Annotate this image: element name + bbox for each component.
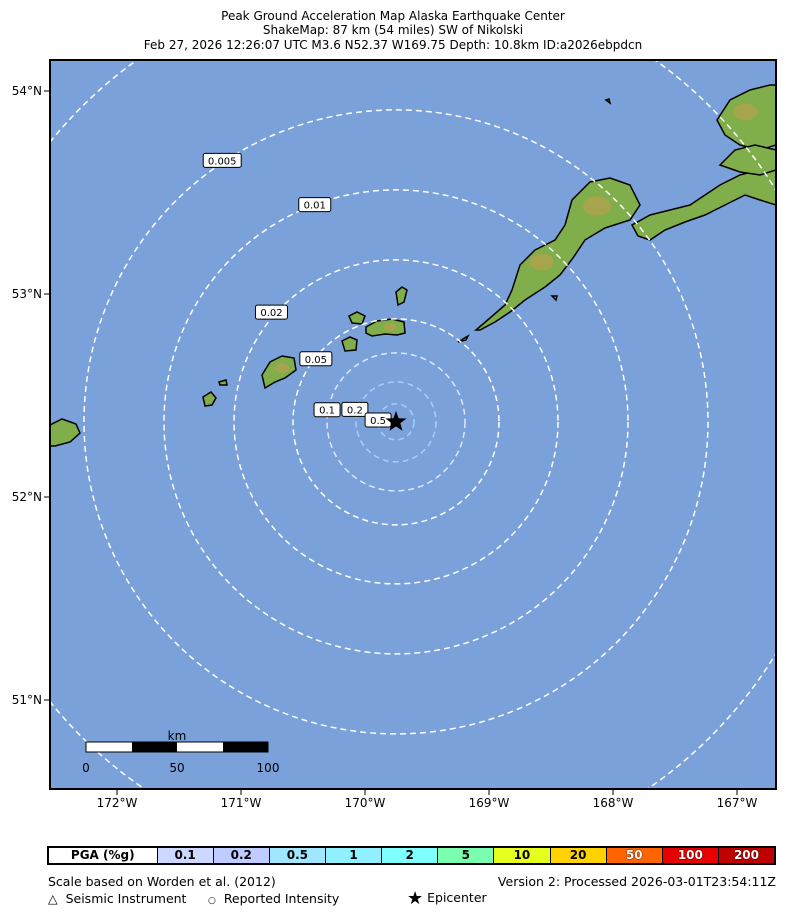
lon-tick-label: 168°W: [593, 796, 634, 810]
legend-bin: 10: [493, 848, 550, 863]
scale-bar: km 0 50 100: [82, 729, 279, 775]
legend-bin: 20: [549, 848, 606, 863]
contour-6: [83, 109, 709, 735]
legend-bin: 200: [717, 848, 775, 863]
legend-epicenter: ★ Epicenter: [407, 888, 487, 909]
lat-tick-label: 51°N: [12, 693, 42, 707]
lon-tick-label: 167°W: [717, 796, 758, 810]
svg-text:0.1: 0.1: [319, 406, 335, 417]
contour-label: 0.05: [299, 351, 333, 367]
axis-ticks: 172°W 171°W 170°W 169°W 168°W 167°W 54°N 53°N 52…: [12, 84, 758, 810]
scale-label-50: 50: [169, 761, 184, 775]
map-subtitle: ShakeMap: 87 km (54 miles) SW of Nikolsk…: [262, 23, 524, 37]
svg-text:0.05: 0.05: [305, 355, 327, 366]
star-icon: ★: [407, 888, 424, 909]
contour-label: 0.02: [254, 304, 288, 320]
scale-label-100: 100: [257, 761, 280, 775]
triangle-icon: △: [48, 891, 58, 906]
land-11: [630, 164, 776, 241]
scale-unit: km: [168, 729, 187, 743]
legend-header: PGA (%g): [49, 848, 157, 863]
contour-3: [292, 318, 500, 526]
contour-4: [233, 259, 559, 585]
svg-text:0.02: 0.02: [260, 308, 282, 319]
contour-label: 0.005: [202, 152, 242, 168]
map-title: Peak Ground Acceleration Map Alaska Eart…: [221, 9, 565, 23]
epicenter-star-icon: [385, 410, 407, 431]
land-14: [604, 98, 612, 105]
pga-legend: PGA (%g) 0.1 0.2 0.5 1 2 5 10 20 50 100 200: [47, 846, 776, 865]
reported-label: Reported Intensity: [223, 891, 340, 906]
legend-bin: 1: [324, 848, 382, 863]
legend-bin: 5: [437, 848, 494, 863]
contour-5: [163, 189, 629, 655]
svg-text:0.005: 0.005: [208, 156, 237, 167]
land-4: [341, 336, 358, 352]
epicenter-label: Epicenter: [427, 890, 487, 905]
land-2: [218, 379, 228, 386]
contour-label: 0.5: [364, 412, 392, 428]
pga-contours: [50, 60, 776, 789]
land-1: [202, 391, 217, 407]
lon-tick-label: 169°W: [469, 796, 510, 810]
circle-icon: ○: [208, 896, 216, 906]
land-9: [473, 177, 641, 331]
instrument-label: Seismic Instrument: [65, 891, 187, 906]
contour-label: 0.2: [341, 401, 369, 417]
legend-bin: 2: [381, 848, 438, 863]
map-frame: [49, 59, 777, 790]
legend-bin: 0.2: [212, 848, 269, 863]
land-10: [550, 295, 558, 302]
lon-tick-label: 170°W: [345, 796, 386, 810]
lat-tick-label: 53°N: [12, 287, 42, 301]
shakemap: 0.005 0.01 0.02 0.05 0.1 0.2 0.5 172°W 171°W 170…: [12, 59, 777, 810]
legend-reported: ○ Reported Intensity: [208, 891, 339, 906]
contour-2: [326, 352, 466, 492]
version-info: Version 2: Processed 2026-03-01T23:54:11…: [497, 874, 776, 889]
contour-1: [355, 381, 437, 463]
legend-instrument: △ Seismic Instrument: [48, 891, 186, 906]
contour-label: 0.1: [313, 402, 341, 418]
ocean: [50, 60, 776, 789]
lon-tick-label: 171°W: [221, 796, 262, 810]
legend-bin: 100: [661, 848, 718, 863]
svg-text:0.5: 0.5: [370, 416, 386, 427]
lat-tick-label: 54°N: [12, 84, 42, 98]
legend-bin: 50: [605, 848, 662, 863]
land-7: [395, 286, 408, 307]
legend-bin: 0.1: [156, 848, 213, 863]
lat-tick-label: 52°N: [12, 490, 42, 504]
contour-0: [377, 403, 415, 441]
lon-tick-label: 172°W: [97, 796, 138, 810]
land-5: [348, 311, 366, 325]
scale-label-0: 0: [82, 761, 90, 775]
land-8: [457, 334, 470, 343]
svg-text:0.01: 0.01: [304, 201, 326, 212]
svg-text:0.2: 0.2: [347, 405, 363, 416]
contour-label: 0.01: [298, 197, 332, 213]
scale-note: Scale based on Worden et al. (2012): [48, 874, 276, 889]
contour-labels: 0.005 0.01 0.02 0.05 0.1 0.2 0.5: [202, 152, 392, 428]
legend-bin: 0.5: [268, 848, 325, 863]
event-info: Feb 27, 2026 12:26:07 UTC M3.6 N52.37 W1…: [143, 38, 643, 52]
